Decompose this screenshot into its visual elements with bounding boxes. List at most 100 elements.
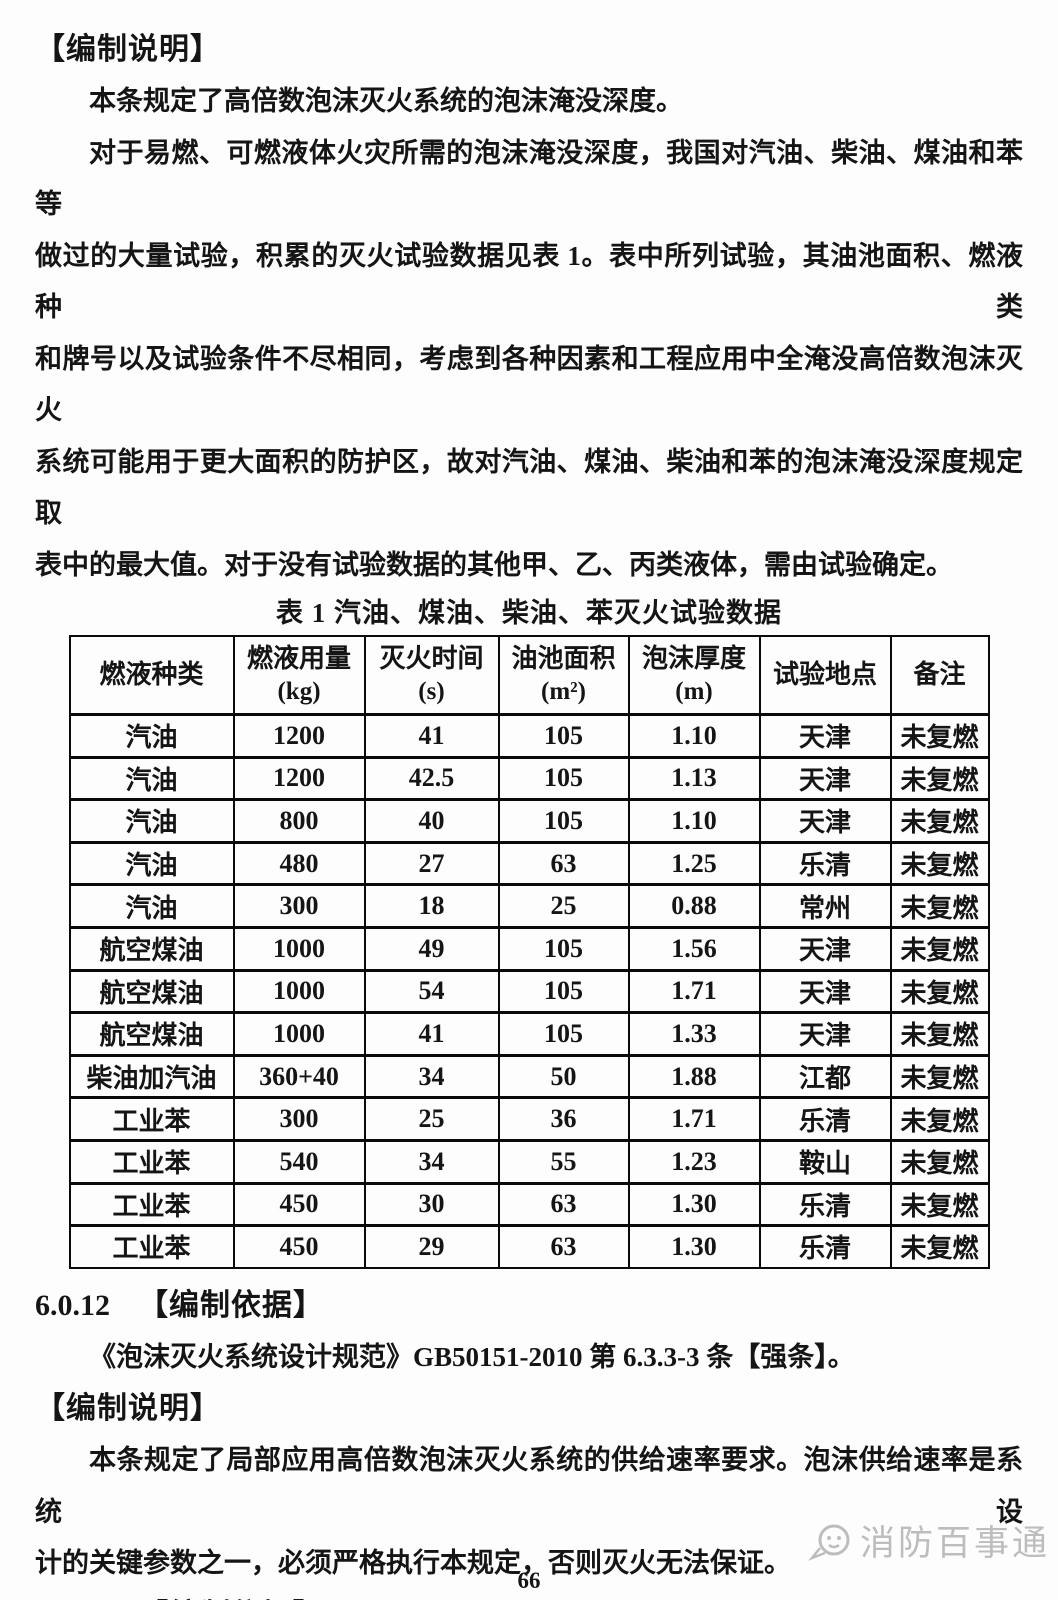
- table-cell: 江都: [758, 1053, 892, 1099]
- basis-heading: 【编制依据】: [138, 1288, 324, 1322]
- table-cell: 34: [363, 1053, 500, 1099]
- table-row: 汽油 800 40 105 1.10 天津 未复燃: [68, 798, 990, 844]
- table-header-cell: 油池面积 (m²): [497, 635, 630, 716]
- basis-heading: 【编制依据】: [138, 1599, 324, 1600]
- table-cell: 天津: [758, 713, 892, 759]
- table-cell: 49: [363, 925, 500, 972]
- table-cell: 未复燃: [889, 925, 990, 972]
- table-cell: 36: [497, 1096, 630, 1142]
- table-cell: 1200: [232, 755, 366, 801]
- table-cell: 未复燃: [889, 1011, 990, 1057]
- table-row: 航空煤油 1000 41 105 1.33 天津 未复燃: [68, 1011, 990, 1057]
- table-cell: 1.30: [627, 1181, 761, 1227]
- table-cell: 105: [497, 798, 630, 844]
- paragraph-line: 计的关键参数之一，必须严格执行本规定，否则灭火无法保证。: [35, 1548, 791, 1579]
- table-row: 汽油 300 18 25 0.88 常州 未复燃: [68, 883, 990, 929]
- table-row: 工业苯 450 30 63 1.30 乐清 未复燃: [68, 1181, 990, 1227]
- table-cell: 29: [363, 1224, 500, 1269]
- table-cell: 天津: [758, 1011, 892, 1057]
- table-cell: 乐清: [758, 1224, 892, 1269]
- table-cell: 未复燃: [889, 840, 990, 886]
- table-cell: 18: [363, 883, 500, 929]
- table-cell: 50: [497, 1053, 630, 1099]
- paragraph-line: 表中的最大值。对于没有试验数据的其他甲、乙、丙类液体，需由试验确定。: [35, 549, 953, 580]
- table-header-cell: 燃液种类: [68, 635, 235, 716]
- table-row: 航空煤油 1000 54 105 1.71 天津 未复燃: [68, 968, 990, 1014]
- table-cell: 1.10: [627, 798, 761, 844]
- fire-test-data-table: 燃液种类 燃液用量 (kg) 灭火时间 (s) 油池面积 (m²) 泡沫厚度 (m) 试验地点 备注…: [68, 635, 990, 1269]
- table-cell: 常州: [758, 883, 892, 929]
- table-header-cell: 燃液用量 (kg): [232, 635, 366, 716]
- table-cell: 63: [497, 1224, 630, 1269]
- table-cell: 工业苯: [68, 1096, 235, 1142]
- table-cell: 汽油: [68, 798, 235, 844]
- table-row: 工业苯 540 34 55 1.23 鞍山 未复燃: [68, 1138, 990, 1185]
- table-cell: 42.5: [363, 755, 500, 801]
- table-cell: 480: [232, 840, 366, 886]
- table-header-cell: 试验地点: [758, 635, 892, 716]
- table-cell: 450: [232, 1181, 366, 1227]
- table-cell: 105: [497, 755, 630, 801]
- table-cell: 乐清: [758, 1096, 892, 1142]
- table-cell: 63: [497, 1181, 630, 1227]
- table-cell: 54: [363, 968, 500, 1014]
- table-cell: 未复燃: [889, 798, 990, 844]
- table-cell: 800: [232, 798, 366, 844]
- table-cell: 30: [363, 1181, 500, 1227]
- watermark: 消防百事通: [808, 1515, 1050, 1566]
- table-cell: 汽油: [68, 713, 235, 759]
- table-cell: 天津: [758, 968, 892, 1014]
- table-cell: 0.88: [627, 883, 761, 929]
- table-cell: 1.33: [627, 1011, 761, 1057]
- table-cell: 乐清: [758, 840, 892, 886]
- table-cell: 天津: [758, 798, 892, 844]
- table-cell: 汽油: [68, 755, 235, 801]
- paragraph-line: 本条规定了高倍数泡沫灭火系统的泡沫淹没深度。: [89, 86, 683, 116]
- clause-6013-heading-row: 6.0.13 【编制依据】: [35, 1590, 1023, 1600]
- table-cell: 450: [232, 1224, 366, 1269]
- table-cell: 1.13: [627, 755, 761, 801]
- paragraph-line: 本条规定了局部应用高倍数泡沫灭火系统的供给速率要求。泡沫供给速率是系统设: [35, 1445, 1023, 1527]
- table-cell: 航空煤油: [68, 925, 235, 972]
- table-row: 汽油 480 27 63 1.25 乐清 未复燃: [68, 840, 990, 886]
- table-cell: 未复燃: [889, 713, 990, 759]
- table-cell: 1200: [232, 713, 366, 759]
- table-cell: 41: [363, 1011, 500, 1057]
- paragraph-line: 和牌号以及试验条件不尽相同，考虑到各种因素和工程应用中全淹没高倍数泡沫灭火: [35, 343, 1023, 426]
- table-cell: 1.71: [627, 1096, 761, 1142]
- paragraph-line: 对于易燃、可燃液体火灾所需的泡沫淹没深度，我国对汽油、柴油、煤油和苯等: [35, 137, 1023, 220]
- paragraph-line: 系统可能用于更大面积的防护区，故对汽油、煤油、柴油和苯的泡沫淹没深度规定取: [35, 446, 1023, 529]
- table-header-row: 燃液种类 燃液用量 (kg) 灭火时间 (s) 油池面积 (m²) 泡沫厚度 (m) 试验地点 备注: [68, 635, 990, 716]
- basis-line: 《泡沫灭火系统设计规范》GB50151-2010 第 6.3.3-3 条【强条】…: [89, 1341, 855, 1372]
- table-row: 汽油 1200 42.5 105 1.13 天津 未复燃: [68, 755, 990, 801]
- table-row: 航空煤油 1000 49 105 1.56 天津 未复燃: [68, 925, 990, 972]
- table-cell: 未复燃: [889, 1096, 990, 1142]
- table-cell: 1.10: [627, 713, 761, 759]
- table-cell: 1.23: [627, 1138, 761, 1185]
- table-cell: 105: [497, 968, 630, 1014]
- table-header-cell: 灭火时间 (s): [363, 635, 500, 716]
- note-heading: 【编制说明】: [35, 33, 221, 66]
- table-cell: 34: [363, 1138, 500, 1185]
- table-cell: 360+40: [232, 1053, 366, 1099]
- table-row: 工业苯 300 25 36 1.71 乐清 未复燃: [68, 1096, 990, 1142]
- note-heading: 【编制说明】: [35, 1392, 221, 1426]
- table-cell: 1.25: [627, 840, 761, 886]
- table-cell: 1.30: [627, 1224, 761, 1269]
- table-cell: 1000: [232, 968, 366, 1014]
- table-cell: 航空煤油: [68, 968, 235, 1014]
- table-cell: 未复燃: [889, 1181, 990, 1227]
- table-cell: 柴油加汽油: [68, 1053, 235, 1099]
- table-title: 表 1 汽油、煤油、柴油、苯灭火试验数据: [276, 598, 782, 628]
- table-cell: 汽油: [68, 840, 235, 886]
- table-cell: 1.88: [627, 1053, 761, 1099]
- page-number: 66: [517, 1568, 541, 1593]
- table-cell: 25: [363, 1096, 500, 1142]
- watermark-logo-icon: [808, 1524, 850, 1561]
- table-cell: 未复燃: [889, 1224, 990, 1269]
- table-cell: 300: [232, 1096, 366, 1142]
- table-cell: 航空煤油: [68, 1011, 235, 1057]
- table-cell: 41: [363, 713, 500, 759]
